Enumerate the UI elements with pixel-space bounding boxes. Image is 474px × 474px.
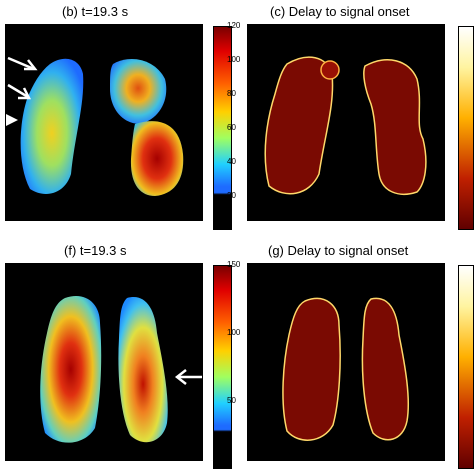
right-lung-c [363, 59, 427, 195]
panel-f-title: (f) t=19.3 s [64, 243, 127, 258]
panel-b-colorbar [213, 26, 232, 230]
panel-f-colorbar [213, 265, 232, 469]
panel-g-colorbar [458, 265, 474, 469]
right-lung-f [118, 297, 168, 443]
panel-f-lungs-svg [40, 295, 168, 443]
panel-f-tick: 50 [227, 396, 236, 405]
arrow-icon [174, 369, 202, 385]
left-lung-g [282, 297, 341, 441]
panel-g-delay-map [247, 263, 445, 461]
arrowhead-icon [6, 114, 18, 126]
panel-b-tick: 40 [227, 157, 236, 166]
panel-f-tick: 100 [227, 328, 241, 337]
panel-b-tick: 60 [227, 123, 236, 132]
right-upper-lung-b [110, 59, 167, 124]
panel-c-title: (c) Delay to signal onset [270, 4, 410, 19]
panel-b-lungs-svg [20, 58, 184, 196]
panel-b-tick: 100 [227, 55, 241, 64]
left-lung-c [264, 56, 334, 195]
right-lung-g [361, 297, 410, 441]
arrow-icon [7, 83, 32, 100]
right-lower-lung-b [130, 121, 184, 196]
panel-b-perfusion-map [5, 24, 203, 221]
arrow-icon [7, 56, 38, 71]
panel-f-tick: 150 [227, 260, 241, 269]
panel-f-perfusion-map [5, 263, 203, 461]
panel-g-lungs-svg [282, 297, 410, 441]
panel-f-tick: 0 [227, 461, 232, 470]
panel-b-tick: 120 [227, 21, 241, 30]
panel-c-colorbar [458, 26, 474, 230]
panel-c-lungs-svg [264, 56, 427, 195]
left-lung-f [40, 295, 102, 443]
left-lung-b [20, 58, 84, 194]
panel-b-tick: 80 [227, 89, 236, 98]
panel-c-delay-map [247, 24, 445, 221]
panel-b-tick: 20 [227, 191, 236, 200]
panel-b-tick: 0 [227, 223, 232, 232]
panel-b-title: (b) t=19.3 s [62, 4, 129, 19]
panel-g-title: (g) Delay to signal onset [268, 243, 409, 258]
